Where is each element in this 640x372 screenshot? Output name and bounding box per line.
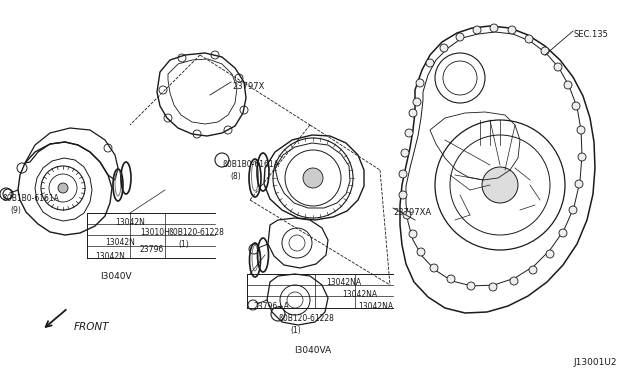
Text: 13010H: 13010H [140,228,170,237]
Circle shape [546,250,554,258]
Circle shape [403,211,411,219]
Text: I3040VA: I3040VA [294,346,331,355]
Text: 13042N: 13042N [95,252,125,261]
Circle shape [529,266,537,274]
Circle shape [578,153,586,161]
Text: 13042NA: 13042NA [358,302,393,311]
Circle shape [409,230,417,238]
Circle shape [577,126,585,134]
Circle shape [399,191,407,199]
Circle shape [525,35,533,43]
Circle shape [508,26,516,34]
Text: ß0B120-61228: ß0B120-61228 [278,314,334,323]
Text: ß0B1B0-6161A: ß0B1B0-6161A [222,160,279,169]
Circle shape [399,170,407,178]
Circle shape [58,183,68,193]
Circle shape [416,79,424,87]
Circle shape [569,206,577,214]
Text: FRONT: FRONT [74,322,109,332]
Circle shape [564,81,572,89]
Circle shape [489,283,497,291]
Circle shape [554,63,562,71]
Circle shape [575,180,583,188]
Circle shape [430,264,438,272]
Circle shape [467,282,475,290]
Text: 13042NA: 13042NA [342,290,377,299]
Text: 23796: 23796 [140,245,164,254]
Circle shape [409,109,417,117]
Text: J13001U2: J13001U2 [573,358,616,367]
Circle shape [417,248,425,256]
Text: (9): (9) [10,206,21,215]
Circle shape [490,24,498,32]
Circle shape [559,229,567,237]
Circle shape [401,149,409,157]
Circle shape [413,98,421,106]
Circle shape [440,44,448,52]
Text: (8): (8) [230,172,241,181]
Circle shape [426,59,434,67]
Circle shape [510,277,518,285]
Text: SEC.135: SEC.135 [574,30,609,39]
Circle shape [541,47,549,55]
Text: 23796+A: 23796+A [253,302,289,311]
Text: I3040V: I3040V [100,272,132,281]
Circle shape [482,167,518,203]
Text: 13042N: 13042N [105,238,135,247]
Text: 23797XA: 23797XA [393,208,431,217]
Circle shape [473,26,481,34]
Text: (1): (1) [178,240,189,249]
Text: ß0B1B0-6161A: ß0B1B0-6161A [2,194,59,203]
Circle shape [303,168,323,188]
Circle shape [456,33,464,41]
Circle shape [572,102,580,110]
Text: (1): (1) [290,326,301,335]
Circle shape [405,129,413,137]
Text: ß0B120-61228: ß0B120-61228 [168,228,224,237]
Circle shape [447,275,455,283]
Text: 23797X: 23797X [232,82,264,91]
Text: 13042NA: 13042NA [326,278,361,287]
Text: 13042N: 13042N [115,218,145,227]
